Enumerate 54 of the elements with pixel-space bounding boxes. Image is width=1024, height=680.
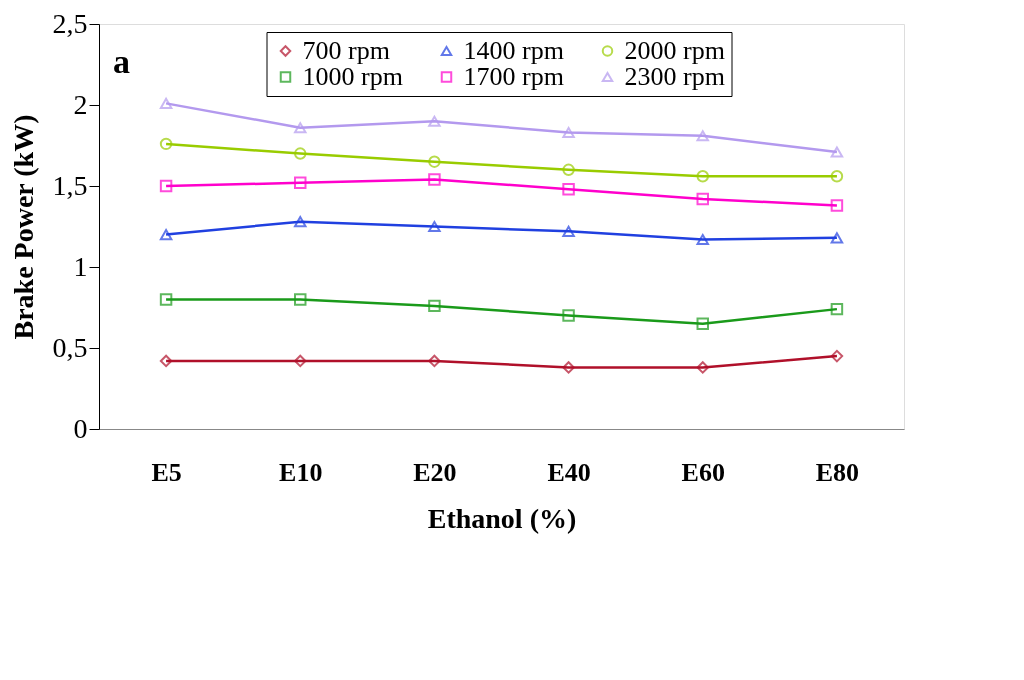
point xyxy=(428,173,441,186)
point xyxy=(696,192,709,206)
point xyxy=(294,147,307,160)
y-tick-label: 2 xyxy=(73,88,88,120)
point xyxy=(562,127,575,139)
point xyxy=(159,293,173,306)
point xyxy=(294,176,307,189)
x-axis-title: Ethanol (%) xyxy=(427,502,577,534)
y-tick-label: 1,5 xyxy=(52,169,88,201)
point xyxy=(428,155,441,168)
point xyxy=(696,170,709,183)
y-tick-label: 0,5 xyxy=(52,331,88,363)
point xyxy=(562,183,575,196)
y-tick-label: 0 xyxy=(73,412,88,444)
point xyxy=(159,97,173,109)
point xyxy=(428,115,441,127)
point xyxy=(562,163,575,177)
point xyxy=(696,233,709,245)
point xyxy=(428,299,441,313)
y-axis-title: Brake Power (kW) xyxy=(7,114,39,340)
point xyxy=(159,137,173,151)
point xyxy=(562,309,575,322)
point xyxy=(294,354,307,368)
x-tick-label: E60 xyxy=(681,457,725,487)
point xyxy=(696,317,709,330)
point xyxy=(696,130,709,142)
point xyxy=(830,349,844,363)
annotation: a xyxy=(113,43,130,80)
x-tick-label: E20 xyxy=(413,457,457,487)
legend-label: 2000 rpm xyxy=(624,36,725,65)
point xyxy=(830,146,844,158)
y-tick-label: 2,5 xyxy=(52,7,88,39)
point xyxy=(830,199,844,212)
point xyxy=(294,122,307,134)
point xyxy=(294,216,307,228)
point xyxy=(428,220,441,233)
legend-label: 700 rpm xyxy=(302,36,390,65)
x-tick-label: E10 xyxy=(279,457,323,487)
point xyxy=(159,179,173,193)
point xyxy=(428,354,441,368)
point xyxy=(830,232,844,244)
y-tick-label: 1 xyxy=(73,250,88,282)
point xyxy=(830,170,844,183)
point xyxy=(159,229,173,241)
point xyxy=(562,225,575,237)
x-tick-label: E40 xyxy=(547,457,591,487)
point xyxy=(562,361,575,374)
legend-label: 1400 rpm xyxy=(463,36,564,65)
point xyxy=(830,302,844,316)
x-tick-label: E5 xyxy=(151,457,182,487)
point xyxy=(294,293,307,306)
point xyxy=(159,354,173,368)
x-tick-label: E80 xyxy=(815,457,860,487)
point xyxy=(696,361,709,374)
